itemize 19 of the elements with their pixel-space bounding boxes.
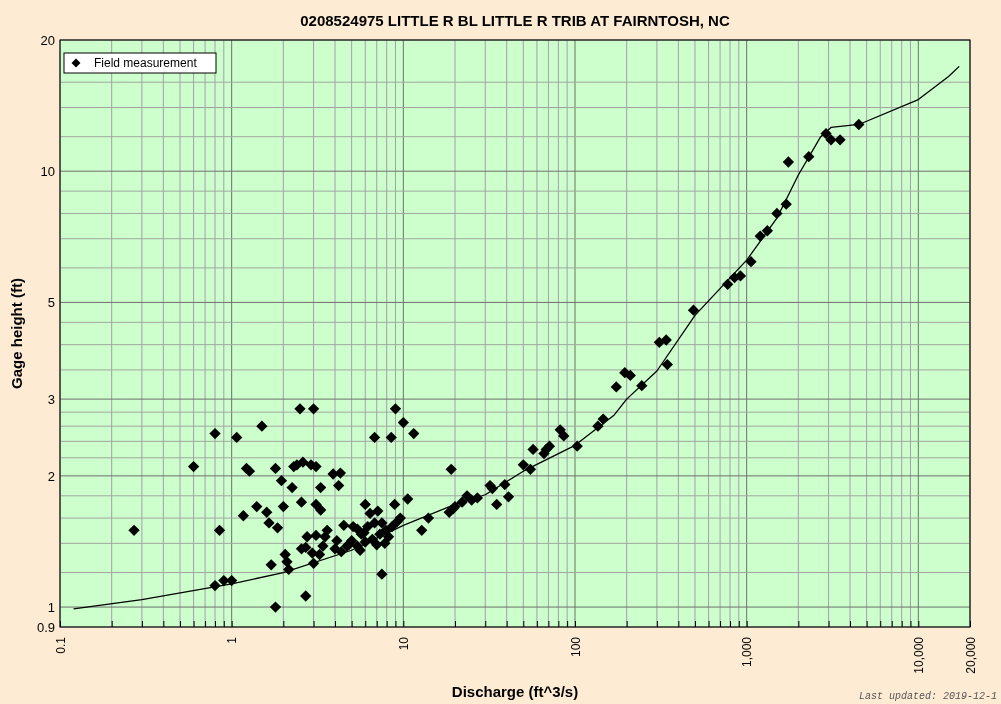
chart-title: 0208524975 LITTLE R BL LITTLE R TRIB AT FAIRNTOSH, NC bbox=[300, 12, 730, 29]
y-tick-label: 5 bbox=[47, 295, 55, 311]
y-tick-label: 1 bbox=[47, 599, 55, 615]
y-axis-title: Gage height (ft) bbox=[8, 278, 25, 389]
x-tick-label: 10 bbox=[397, 636, 412, 651]
y-tick-label: 10 bbox=[40, 163, 55, 179]
x-axis-title: Discharge (ft^3/s) bbox=[451, 683, 579, 700]
x-tick-label: 20,000 bbox=[963, 636, 978, 674]
text: Last updated: 2019-12-1 bbox=[858, 691, 997, 702]
y-tick-label: 20 bbox=[40, 32, 55, 48]
y-tick-label: 3 bbox=[47, 391, 55, 407]
x-tick-label: 1,000 bbox=[740, 636, 755, 668]
legend-label: Field measurement bbox=[94, 56, 198, 70]
x-tick-label: 1 bbox=[225, 636, 240, 644]
x-tick-label: 0.1 bbox=[53, 636, 68, 654]
x-tick-label: 10,000 bbox=[912, 636, 927, 674]
y-tick-label: 2 bbox=[47, 468, 55, 484]
y-tick-label: 0.9 bbox=[36, 619, 55, 635]
x-tick-label: 100 bbox=[568, 636, 583, 658]
